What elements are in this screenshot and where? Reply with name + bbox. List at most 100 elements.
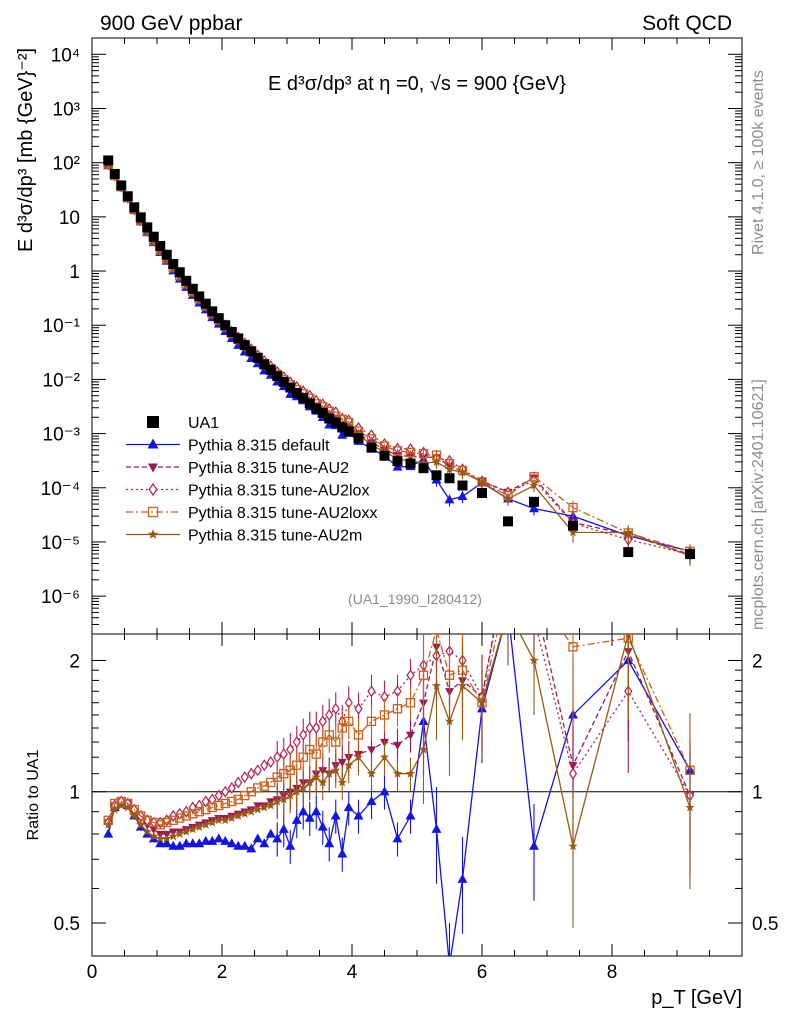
ratio-tick-label: 2 [69, 651, 80, 672]
ratio-point [252, 833, 263, 843]
ua1-point [135, 212, 146, 223]
ratio-point [318, 777, 328, 787]
ratio-point [431, 823, 442, 833]
ratio-point [175, 813, 185, 823]
ratio-point [253, 783, 263, 793]
ratio-point [155, 820, 165, 830]
ua1-point [298, 393, 309, 404]
legend-item: Pythia 8.315 default [126, 438, 330, 455]
ratio-point [568, 767, 578, 780]
ua1-point [174, 267, 185, 278]
legend-item: UA1 [147, 415, 219, 432]
x-tick-label: 0 [87, 962, 98, 983]
data-point [623, 527, 633, 537]
ua1-point [291, 388, 302, 399]
ua1-point [187, 283, 198, 294]
ua1-point [259, 359, 270, 370]
ua1-point [418, 463, 429, 474]
y-tick-label: 10⁻² [43, 370, 81, 391]
ratio-point [305, 721, 314, 735]
ratio-panel: 0.5 0.5 1 1 2 2 [54, 633, 778, 957]
ua1-point [148, 231, 159, 242]
legend-item: Pythia 8.315 tune-AU2 [126, 460, 349, 477]
ua1-point [103, 155, 114, 166]
ratio-point [266, 755, 275, 769]
ratio-point [142, 815, 152, 825]
ratio-point [168, 840, 179, 850]
ua1-point [200, 298, 211, 309]
ratio-point [343, 802, 354, 812]
ratio-point [253, 764, 262, 777]
ratio-tick-label: 1 [69, 783, 80, 804]
ratio-point [405, 768, 416, 778]
ratio-point [181, 838, 192, 848]
data-point [503, 493, 513, 503]
ratio-point [103, 819, 113, 829]
ratio-point [142, 826, 152, 836]
ratio-point [354, 702, 363, 715]
legend-marker [148, 482, 158, 497]
ratio-point [457, 873, 468, 883]
ua1-point [343, 426, 354, 437]
ratio-point [181, 826, 191, 836]
legend-marker [148, 463, 158, 473]
ratio-point [477, 697, 487, 707]
ratio-point [418, 670, 429, 680]
ua1-point [207, 306, 218, 317]
ratio-point [337, 777, 347, 787]
legend-item: Pythia 8.315 tune-AU2lox [126, 483, 369, 500]
ratio-point [161, 838, 172, 848]
data-point [568, 502, 578, 513]
ratio-point [201, 804, 211, 815]
ratio-point [285, 765, 295, 775]
ratio-point [195, 799, 204, 812]
ratio-point [226, 838, 237, 848]
ratio-point [393, 741, 402, 750]
ua1-series [103, 155, 695, 559]
ua1-point [285, 382, 296, 393]
ratio-point [292, 760, 302, 770]
ratio-point [220, 835, 231, 845]
legend: UA1 Pythia 8.315 default Pythia 8.315 tune… [126, 415, 377, 545]
ratio-point [331, 765, 341, 775]
ratio-point [392, 768, 403, 778]
ratio-point [233, 811, 243, 820]
ratio-point [188, 809, 198, 819]
data-point [155, 246, 165, 256]
ratio-point [298, 783, 308, 792]
ratio-point [298, 806, 309, 816]
ratio-point [367, 746, 376, 755]
ua1-point [272, 371, 283, 382]
ratio-point [266, 777, 276, 788]
ratio-point [298, 752, 308, 762]
ratio-point [168, 831, 178, 841]
x-axis-label: p_T [GeV] [651, 987, 742, 1009]
ratio-point [431, 680, 442, 690]
ratio-point [367, 685, 376, 698]
ratio-point [568, 841, 578, 851]
y-tick-label: 1 [69, 262, 80, 283]
ratio-point [625, 634, 632, 638]
ua1-point [503, 516, 513, 527]
ratio-point [162, 817, 172, 828]
ratio-point [246, 843, 257, 853]
ratio-point [311, 749, 321, 759]
data-point [444, 464, 455, 474]
ua1-point [161, 249, 172, 260]
ratio-point [220, 798, 230, 809]
ratio-point [240, 771, 249, 784]
ratio-point [317, 821, 328, 831]
ratio-point [214, 800, 224, 811]
legend-marker [147, 416, 159, 428]
ratio-point [265, 828, 276, 838]
ratio-point [260, 759, 269, 772]
ratio-tick-label: 0.5 [54, 914, 80, 935]
data-point [168, 264, 178, 274]
ratio-point [207, 817, 217, 827]
ratio-point [304, 812, 315, 822]
ratio-point [116, 800, 126, 810]
ua1-point [330, 417, 341, 428]
ua1-point [220, 320, 231, 331]
ratio-point [240, 808, 250, 818]
